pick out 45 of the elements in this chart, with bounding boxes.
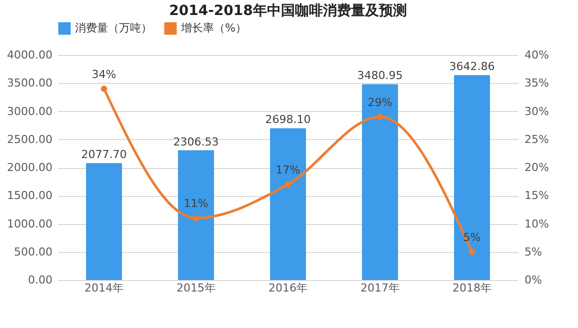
y2-tick-label: 30% — [524, 104, 549, 118]
y-tick-label: 500.00 — [14, 245, 52, 258]
y2-tick-label: 5% — [524, 245, 542, 258]
y2-tick-label: 20% — [524, 161, 549, 174]
y-tick-label: 1000.00 — [7, 217, 52, 230]
point — [284, 181, 292, 188]
point — [192, 214, 200, 222]
x-tick-label: 2014年 — [84, 282, 124, 294]
data-label: 2077.70 — [81, 148, 127, 162]
point — [100, 86, 108, 92]
data-label: 11% — [184, 197, 208, 210]
y-tick-label: 3500.00 — [7, 76, 52, 90]
y-tick-label: 4000.00 — [7, 48, 52, 62]
chart-title: 2014-2018年中国咖啡消费量及预测 — [169, 3, 407, 19]
y2-tick-label: 35% — [524, 76, 549, 90]
y2-tick-label: 10% — [524, 217, 549, 230]
y-tick-label: 2000.00 — [7, 161, 52, 174]
y-tick-label: 3000.00 — [7, 104, 52, 118]
point — [376, 114, 384, 120]
data-label: 29% — [368, 96, 392, 109]
x-tick-label: 2016年 — [268, 282, 308, 294]
x-tick-label: 2017年 — [360, 282, 400, 294]
y2-tick-label: 0% — [524, 274, 542, 286]
bar — [178, 150, 214, 280]
x-tick-label: 2015年 — [176, 282, 216, 294]
y2-tick-label: 15% — [524, 189, 549, 202]
y-tick-label: 2500.00 — [7, 132, 52, 146]
data-label: 2306.53 — [173, 135, 219, 148]
data-label: 3642.86 — [449, 60, 495, 74]
y2-tick-label: 25% — [524, 132, 549, 146]
point — [468, 248, 476, 256]
legend-label: 增长率（%） — [180, 22, 246, 35]
legend-label: 消费量（万吨） — [75, 22, 152, 35]
x-tick-label: 2018年 — [452, 282, 492, 294]
y2-tick-label: 40% — [524, 48, 549, 62]
bar — [86, 163, 122, 280]
bar — [270, 128, 306, 280]
bar — [362, 84, 398, 280]
bar — [454, 75, 490, 280]
data-label: 3480.95 — [357, 69, 403, 82]
y-tick-label: 0.00 — [28, 274, 52, 286]
data-label: 2698.10 — [265, 113, 311, 126]
data-label: 34% — [92, 68, 116, 81]
y-tick-label: 1500.00 — [7, 189, 52, 202]
data-label: 17% — [276, 163, 300, 176]
